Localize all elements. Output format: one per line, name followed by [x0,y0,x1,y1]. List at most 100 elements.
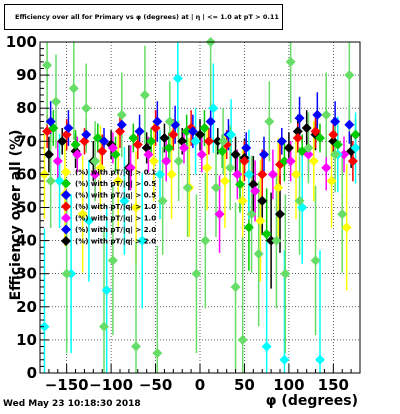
data-point [294,113,305,124]
data-point [107,142,118,153]
data-point [255,215,266,226]
data-point [139,89,150,100]
data-point [264,116,275,127]
data-point [330,149,341,160]
data-point [321,109,332,120]
data-point [232,169,243,180]
x-tick-label: 50 [234,376,255,394]
data-point [159,132,170,143]
data-point [279,156,290,167]
data-point [131,341,141,352]
chart-title: Efficiency over all for Primary vs φ (de… [15,13,279,21]
y-tick-label: 20 [16,298,37,316]
data-point [205,116,216,127]
data-point [214,209,225,220]
data-point [347,156,358,167]
timestamp: Wed May 23 10:18:30 2018 [3,399,141,409]
data-point [292,126,303,137]
data-point [191,268,202,279]
data-point [350,142,361,153]
legend-marker [61,178,71,189]
data-point [161,156,172,167]
data-point [202,162,213,173]
data-point [157,195,168,206]
data-point [70,139,81,150]
data-point [257,195,268,206]
data-point [95,162,106,173]
data-point [134,126,145,137]
data-point [310,126,321,137]
data-point [143,149,154,160]
data-point [310,255,321,266]
data-point [125,162,136,173]
data-point [218,136,229,147]
data-point [99,321,109,332]
data-point [45,116,56,127]
data-point [200,235,211,246]
data-point [90,156,101,167]
data-point [257,169,268,180]
data-point [199,123,210,134]
data-point [328,129,339,140]
data-point [294,195,305,206]
x-tick-label: −100 [89,376,133,394]
data-point [172,73,183,84]
data-point [243,222,254,233]
legend-label: (%) with pT/|q| > 2.0 [75,238,156,247]
data-point [182,182,193,193]
x-tick-label: −150 [45,376,89,394]
data-point [116,119,127,130]
data-point [107,255,118,266]
data-point [146,136,157,147]
data-point [341,222,352,233]
data-point [81,103,92,114]
data-point [225,162,236,173]
data-point [291,169,301,180]
data-point [330,116,341,127]
data-point [292,132,303,143]
data-point [77,209,88,220]
data-point [128,132,139,143]
data-point [39,321,50,332]
data-point [339,149,349,160]
data-point [72,149,83,160]
data-point [97,146,108,157]
data-point [219,176,230,187]
data-point [250,185,261,196]
data-point [332,139,343,150]
data-point [195,129,205,140]
x-axis-title: φ (degrees) [266,393,358,409]
data-point [280,268,291,279]
data-point [119,195,130,206]
data-point [45,176,56,187]
data-point [164,116,175,127]
y-tick-label: 100 [6,33,37,51]
data-point [179,142,189,153]
axes: −150 −100 −50 0 50 100 150 0 10 20 30 40 50 60 70 80 90 1… [6,33,361,394]
data-point [321,162,332,173]
data-point [275,209,285,220]
legend-marker [61,190,71,200]
data-point [350,129,361,140]
data-point [326,176,337,187]
data-point [248,179,259,190]
data-point [285,156,296,167]
data-point [312,109,323,120]
data-point [261,228,272,239]
x-tick-label: 100 [273,376,304,394]
data-point [217,146,228,157]
data-point [230,149,241,160]
data-point [279,354,290,365]
data-point [271,235,282,246]
data-point [52,156,63,167]
data-point [132,139,143,150]
data-point [208,103,219,114]
data-point [246,209,257,220]
data-point [237,334,248,345]
data-point [163,142,174,153]
legend-marker [61,201,71,212]
data-point [266,235,277,246]
legend-marker [61,167,71,177]
legend-label: (%) with pT/|q| > 1.0 [75,215,156,224]
